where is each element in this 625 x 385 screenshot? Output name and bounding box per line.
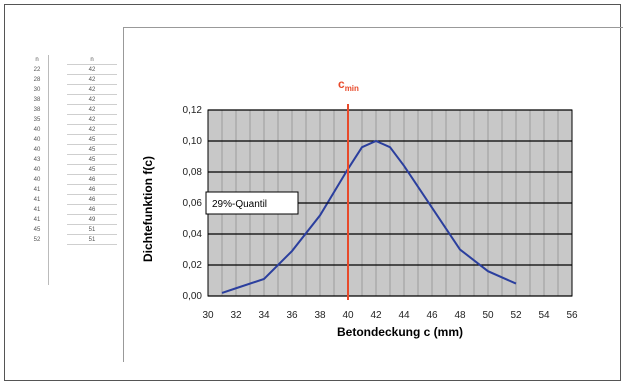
y-tick-label: 0,10: [183, 136, 203, 147]
cmin-label-main: c: [338, 77, 345, 91]
table-cell: 38: [33, 107, 41, 113]
x-tick-label: 54: [538, 310, 550, 321]
quantile-label: 29%-Quantil: [212, 199, 267, 210]
table-cell: 40: [33, 137, 41, 143]
table-cell: 30: [33, 87, 41, 93]
table-cell: 42: [67, 95, 117, 105]
table-cell: 38: [33, 97, 41, 103]
table-header: n: [67, 55, 117, 65]
x-tick-label: 56: [566, 310, 578, 321]
table-cell: 42: [67, 65, 117, 75]
table-header: n: [35, 57, 39, 63]
table-column-2: n 42 42 42 42 42 42 42 45 45 45 45 46 46 46 46 49 51 51: [67, 55, 117, 245]
x-tick-labels: 30 32 34 36 38 40 42 44 46 48 50 52 54 56: [202, 310, 578, 321]
table-cell: 46: [67, 195, 117, 205]
x-tick-label: 40: [342, 310, 354, 321]
table-cell: 42: [67, 125, 117, 135]
table-cell: 42: [67, 105, 117, 115]
x-tick-label: 34: [258, 310, 270, 321]
table-cell: 41: [33, 207, 41, 213]
chart-panel: [123, 27, 623, 362]
table-cell: 43: [33, 157, 41, 163]
table-cell: 41: [33, 197, 41, 203]
table-cell: 45: [67, 135, 117, 145]
table-cell: 49: [67, 215, 117, 225]
x-tick-label: 30: [202, 310, 214, 321]
y-axis-label: Dichtefunktion f(c): [141, 156, 155, 262]
table-cell: 40: [33, 167, 41, 173]
table-cell: 45: [67, 145, 117, 155]
table-cell: 35: [33, 117, 41, 123]
table-cell: 22: [33, 67, 41, 73]
x-tick-label: 38: [314, 310, 326, 321]
y-tick-label: 0,06: [183, 198, 203, 209]
y-tick-labels: 0,00 0,02 0,04 0,06 0,08 0,10 0,12: [183, 105, 203, 302]
table-cell: 45: [33, 227, 41, 233]
x-tick-label: 42: [370, 310, 382, 321]
table-cell: 28: [33, 77, 41, 83]
x-axis-label: Betondeckung c (mm): [337, 325, 463, 339]
x-tick-label: 52: [510, 310, 522, 321]
y-tick-label: 0,02: [183, 260, 203, 271]
density-curve: [221, 139, 517, 294]
quantile-box: [205, 191, 299, 215]
table-cell: 52: [33, 237, 41, 243]
table-cell: 40: [33, 147, 41, 153]
table-cell: 51: [67, 235, 117, 245]
x-tick-label: 50: [482, 310, 494, 321]
cmin-label-sub: min: [345, 84, 359, 93]
table-cell: 45: [67, 165, 117, 175]
cmin-label: cmin: [338, 77, 359, 93]
y-tick-label: 0,00: [183, 291, 203, 302]
table-cell: 40: [33, 177, 41, 183]
table-cell: 46: [67, 185, 117, 195]
table-cell: 46: [67, 175, 117, 185]
x-tick-label: 44: [398, 310, 410, 321]
table-cell: 41: [33, 217, 41, 223]
table-cell: 42: [67, 85, 117, 95]
table-cell: 46: [67, 205, 117, 215]
table-column-1: n 22 28 30 38 38 35 40 40 40 43 40 40 41 41 41 41 45 52: [27, 55, 49, 285]
table-cell: 40: [33, 127, 41, 133]
y-tick-label: 0,04: [183, 229, 203, 240]
major-grid: [208, 109, 572, 297]
table-cell: 51: [67, 225, 117, 235]
table-cell: 45: [67, 155, 117, 165]
y-tick-label: 0,12: [183, 105, 203, 116]
table-cell: 42: [67, 115, 117, 125]
table-cell: 41: [33, 187, 41, 193]
x-tick-label: 46: [426, 310, 438, 321]
y-tick-label: 0,08: [183, 167, 203, 178]
table-cell: 42: [67, 75, 117, 85]
x-tick-label: 32: [230, 310, 242, 321]
x-tick-label: 48: [454, 310, 466, 321]
x-tick-label: 36: [286, 310, 298, 321]
